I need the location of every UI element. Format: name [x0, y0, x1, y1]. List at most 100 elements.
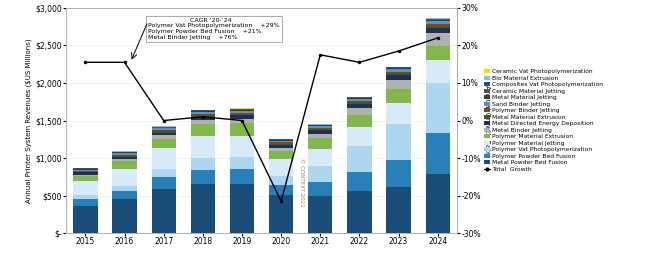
- Bar: [113, 152, 137, 153]
- Bar: [73, 172, 97, 174]
- Bar: [386, 123, 411, 160]
- Bar: [73, 168, 97, 169]
- Bar: [151, 126, 176, 127]
- Bar: [347, 146, 372, 172]
- Bar: [191, 111, 215, 112]
- Bar: [73, 206, 97, 233]
- Bar: [308, 182, 332, 196]
- Bar: [269, 143, 293, 144]
- Bar: [347, 101, 372, 102]
- Bar: [73, 181, 97, 195]
- Bar: [113, 156, 137, 157]
- Bar: [269, 145, 293, 148]
- Bar: [347, 104, 372, 108]
- Bar: [386, 68, 411, 69]
- Bar: [230, 109, 254, 110]
- Bar: [347, 192, 372, 233]
- Bar: [308, 130, 332, 134]
- Bar: [230, 108, 254, 109]
- Bar: [113, 199, 137, 233]
- Bar: [230, 184, 254, 233]
- Bar: [113, 151, 137, 152]
- Bar: [386, 103, 411, 123]
- Bar: [386, 80, 411, 89]
- Bar: [386, 67, 411, 68]
- Bar: [191, 110, 215, 111]
- Bar: [113, 159, 137, 161]
- Bar: [308, 129, 332, 130]
- Bar: [347, 108, 372, 114]
- Bar: [191, 117, 215, 120]
- Legend: Ceramic Vat Photopolymerization, Bio Material Extrusion, Composites Vat Photopol: Ceramic Vat Photopolymerization, Bio Mat…: [484, 69, 603, 172]
- Bar: [151, 168, 176, 177]
- Bar: [113, 191, 137, 199]
- Bar: [426, 61, 450, 83]
- Bar: [426, 26, 450, 28]
- Bar: [269, 151, 293, 159]
- Bar: [151, 128, 176, 130]
- Bar: [73, 199, 97, 206]
- Bar: [426, 174, 450, 233]
- Bar: [230, 169, 254, 184]
- Bar: [73, 195, 97, 199]
- Bar: [269, 195, 293, 233]
- Bar: [308, 124, 332, 125]
- Bar: [230, 113, 254, 114]
- Bar: [230, 114, 254, 116]
- Bar: [230, 110, 254, 111]
- Bar: [386, 187, 411, 233]
- Bar: [151, 139, 176, 148]
- Bar: [191, 136, 215, 158]
- Bar: [230, 111, 254, 113]
- Bar: [269, 141, 293, 143]
- Bar: [151, 148, 176, 168]
- Bar: [308, 166, 332, 182]
- Y-axis label: Annual Growth Rate: Annual Growth Rate: [484, 85, 490, 156]
- Bar: [426, 18, 450, 19]
- Bar: [191, 170, 215, 184]
- Bar: [308, 134, 332, 138]
- Bar: [426, 20, 450, 21]
- Bar: [308, 138, 332, 149]
- Bar: [151, 127, 176, 128]
- Bar: [426, 46, 450, 61]
- Bar: [308, 126, 332, 128]
- Bar: [386, 160, 411, 187]
- Bar: [269, 148, 293, 151]
- Bar: [191, 158, 215, 170]
- Bar: [426, 19, 450, 20]
- Bar: [426, 133, 450, 174]
- Bar: [151, 177, 176, 189]
- Bar: [151, 130, 176, 132]
- Bar: [347, 172, 372, 192]
- Bar: [347, 127, 372, 146]
- Bar: [426, 21, 450, 24]
- Bar: [269, 144, 293, 145]
- Bar: [269, 139, 293, 140]
- Bar: [191, 124, 215, 136]
- Bar: [191, 114, 215, 116]
- Bar: [73, 170, 97, 171]
- Bar: [230, 119, 254, 123]
- Bar: [191, 112, 215, 114]
- Bar: [386, 73, 411, 75]
- Bar: [386, 69, 411, 72]
- Bar: [113, 157, 137, 159]
- Bar: [191, 120, 215, 124]
- Bar: [191, 116, 215, 117]
- Bar: [73, 174, 97, 176]
- Bar: [230, 123, 254, 135]
- Bar: [113, 155, 137, 156]
- Bar: [347, 98, 372, 99]
- Bar: [230, 157, 254, 169]
- Bar: [269, 176, 293, 185]
- Bar: [73, 176, 97, 181]
- Bar: [386, 72, 411, 73]
- Bar: [230, 135, 254, 157]
- Bar: [191, 184, 215, 233]
- Bar: [386, 89, 411, 103]
- Bar: [347, 97, 372, 98]
- Bar: [113, 169, 137, 186]
- Bar: [347, 99, 372, 101]
- Bar: [308, 196, 332, 233]
